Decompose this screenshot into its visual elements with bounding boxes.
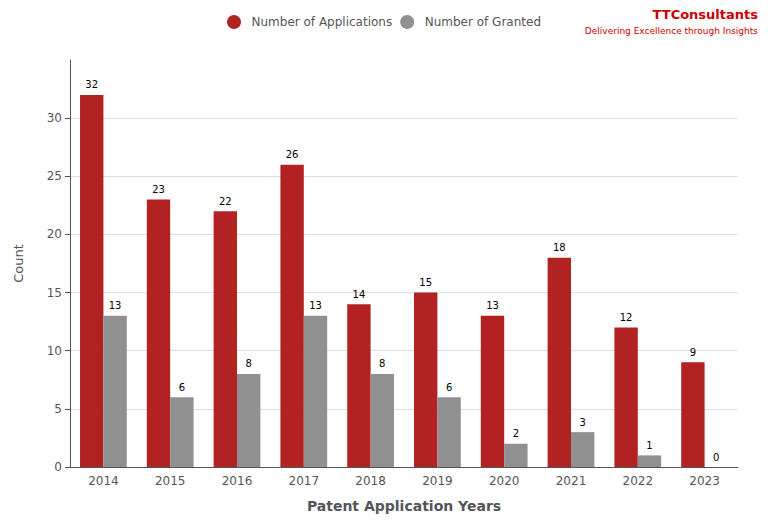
svg-text:2014: 2014 — [88, 474, 119, 488]
svg-text:TTConsultants: TTConsultants — [653, 7, 759, 22]
svg-text:9: 9 — [690, 347, 696, 358]
svg-text:13: 13 — [309, 300, 322, 311]
svg-text:2017: 2017 — [289, 474, 320, 488]
svg-text:12: 12 — [620, 312, 633, 323]
svg-text:20: 20 — [47, 227, 62, 241]
svg-text:2022: 2022 — [623, 474, 654, 488]
svg-text:6: 6 — [446, 382, 452, 393]
svg-text:2: 2 — [513, 428, 519, 439]
svg-text:25: 25 — [47, 169, 62, 183]
svg-text:2020: 2020 — [489, 474, 520, 488]
svg-text:22: 22 — [219, 196, 232, 207]
svg-text:Delivering Excellence through: Delivering Excellence through Insights — [585, 26, 758, 36]
svg-text:23: 23 — [152, 184, 165, 195]
svg-text:Number of Granted: Number of Granted — [425, 15, 541, 29]
svg-text:1: 1 — [646, 440, 652, 451]
svg-text:15: 15 — [47, 286, 62, 300]
svg-text:2018: 2018 — [355, 474, 386, 488]
svg-text:2015: 2015 — [155, 474, 186, 488]
svg-text:30: 30 — [47, 111, 62, 125]
svg-text:6: 6 — [179, 382, 185, 393]
svg-text:32: 32 — [85, 79, 98, 90]
svg-text:13: 13 — [486, 300, 499, 311]
svg-text:2023: 2023 — [689, 474, 720, 488]
svg-text:26: 26 — [286, 149, 299, 160]
svg-text:15: 15 — [419, 277, 432, 288]
svg-text:2021: 2021 — [556, 474, 587, 488]
svg-text:3: 3 — [580, 417, 586, 428]
svg-text:Count: Count — [11, 244, 26, 283]
svg-text:Patent Application Years: Patent Application Years — [307, 498, 501, 514]
svg-text:Number of Applications: Number of Applications — [252, 15, 393, 29]
svg-text:10: 10 — [47, 344, 62, 358]
svg-text:0: 0 — [54, 460, 62, 474]
svg-text:8: 8 — [246, 358, 252, 369]
svg-text:2019: 2019 — [422, 474, 453, 488]
svg-text:0: 0 — [713, 452, 719, 463]
svg-text:18: 18 — [553, 242, 566, 253]
svg-text:5: 5 — [54, 402, 62, 416]
svg-text:2016: 2016 — [222, 474, 253, 488]
svg-text:8: 8 — [379, 358, 385, 369]
svg-text:13: 13 — [109, 300, 122, 311]
svg-text:14: 14 — [353, 289, 366, 300]
